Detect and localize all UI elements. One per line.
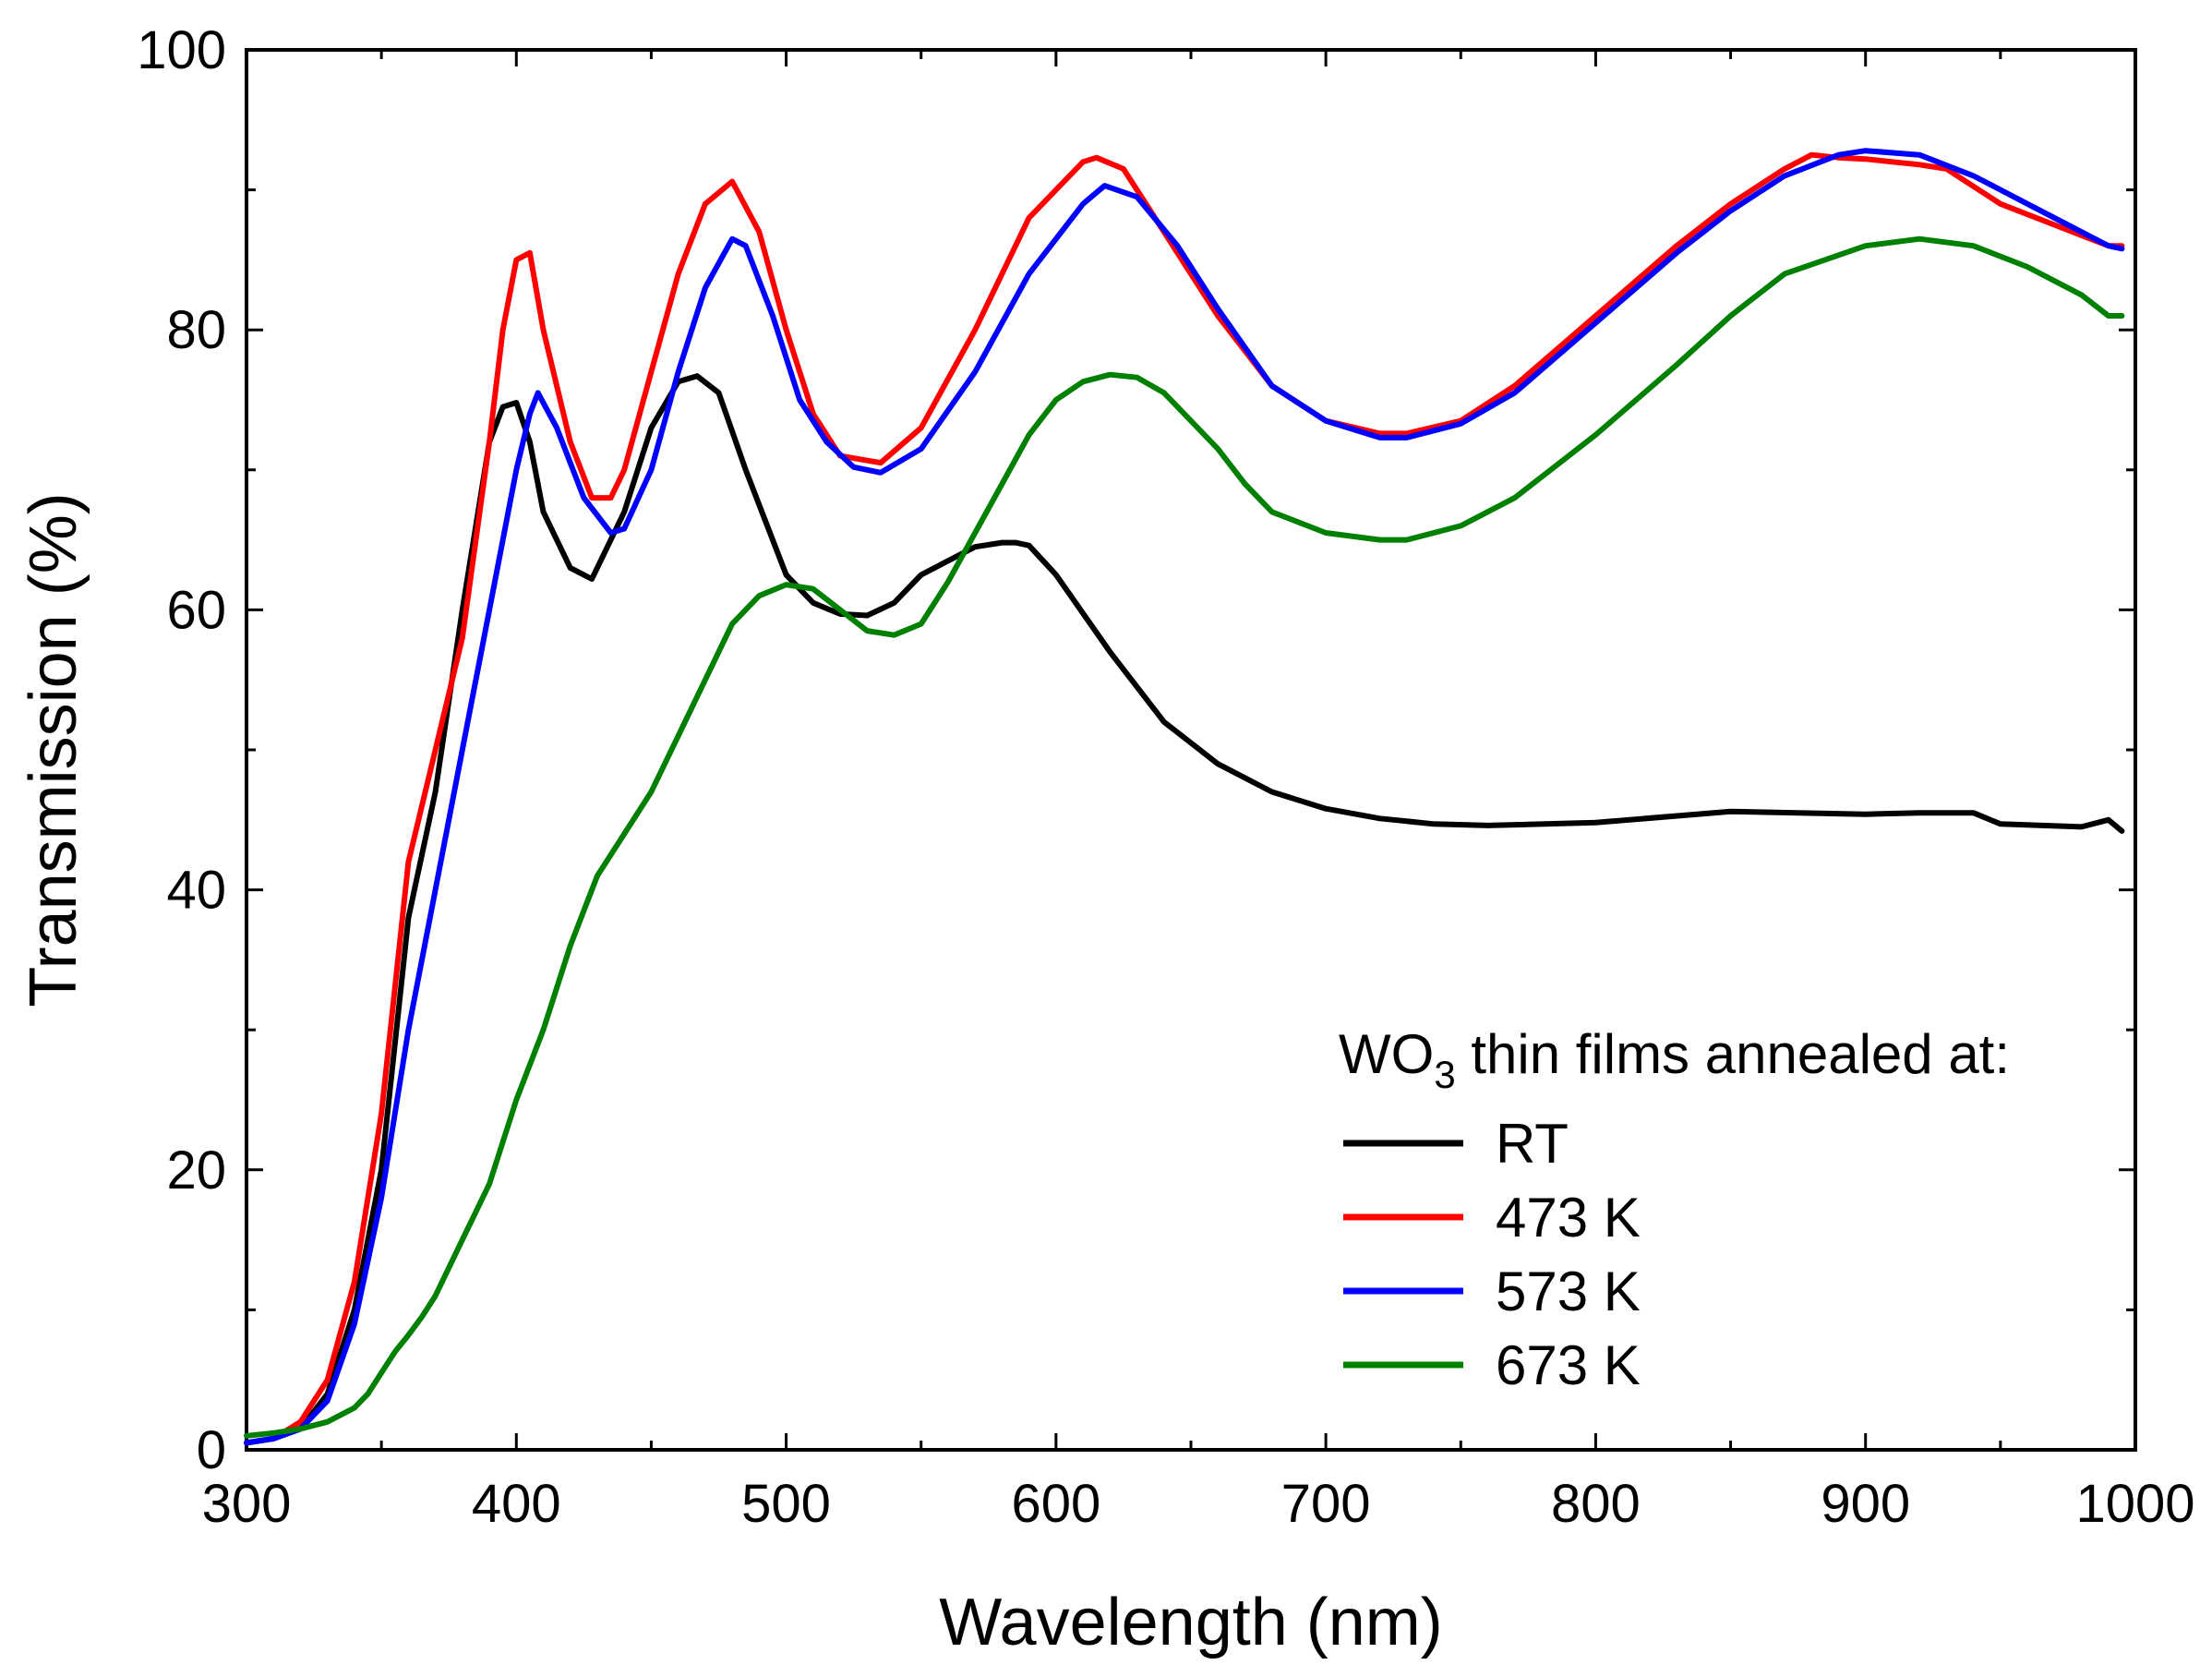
x-tick-label: 1000 (2075, 1474, 2194, 1534)
series-line-473-k (244, 151, 2125, 1446)
legend-title-rest: thin films annealed at: (1456, 1023, 2010, 1085)
x-tick-label: 700 (1281, 1474, 1371, 1534)
x-tick-label: 500 (741, 1474, 831, 1534)
y-tick-label: 80 (166, 300, 226, 360)
legend-title-subscript: 3 (1434, 1053, 1455, 1096)
legend-title-main: WO (1339, 1023, 1434, 1085)
x-tick-label: 600 (1011, 1474, 1100, 1534)
y-tick-label: 0 (197, 1420, 226, 1480)
y-axis-title: Transmission (%) (17, 492, 90, 1007)
legend: WO3 thin films annealed at: RT 473 K 573 K… (1339, 1023, 2010, 1396)
y-tick-label: 60 (166, 580, 226, 640)
y-tick-label: 40 (166, 861, 226, 921)
series-line-673-k (244, 235, 2125, 1439)
y-tick-label: 20 (166, 1140, 226, 1200)
x-axis-title: Wavelength (nm) (939, 1586, 1443, 1659)
legend-title: WO3 thin films annealed at: (1339, 1023, 2010, 1096)
series-line-rt (244, 373, 2125, 1446)
x-tick-label: 300 (202, 1474, 292, 1534)
axis-ticks: 300 400 500 600 700 800 900 1000 0 20 40 60 80 100 (137, 20, 2194, 1534)
legend-label: 573 K (1496, 1261, 1641, 1322)
x-tick-label: 900 (1821, 1474, 1910, 1534)
y-tick-label: 100 (137, 20, 226, 80)
legend-label: 473 K (1496, 1187, 1641, 1249)
series-line-573-k (244, 148, 2125, 1446)
legend-label: RT (1496, 1113, 1569, 1175)
legend-entries: RT 473 K 573 K 673 K (1343, 1113, 1641, 1396)
series-layer (244, 148, 2125, 1446)
x-tick-label: 400 (472, 1474, 561, 1534)
x-tick-label: 800 (1551, 1474, 1641, 1534)
legend-label: 673 K (1496, 1334, 1641, 1396)
